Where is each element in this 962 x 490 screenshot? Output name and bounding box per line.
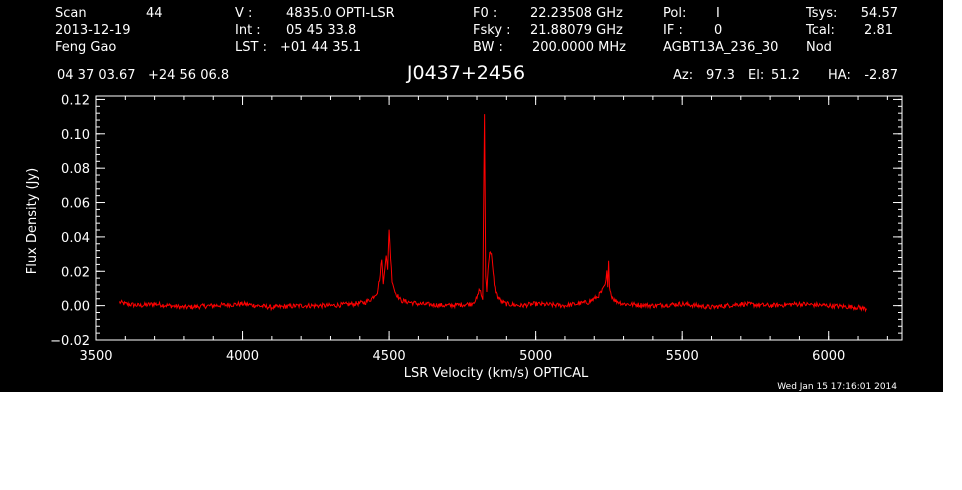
fsky-label: Fsky : — [473, 23, 511, 38]
y-tick-label: 0.10 — [61, 128, 90, 143]
el-label: El: — [748, 68, 764, 83]
observation-date: 2013-12-19 — [55, 23, 131, 38]
x-axis-tick-labels: 3500 4000 4500 5000 5500 6000 — [79, 349, 845, 364]
project-id: AGBT13A_236_30 — [663, 40, 778, 55]
y-axis-label: Flux Density (Jy) — [25, 168, 40, 274]
plot-frame — [95, 95, 903, 341]
ha-label: HA: — [828, 68, 851, 83]
az-value: 97.3 — [706, 68, 735, 83]
source-name: J0437+2456 — [406, 62, 525, 84]
y-tick-label: −0.02 — [50, 334, 90, 349]
f0-value: 22.23508 GHz — [530, 6, 623, 21]
bw-value: 200.0000 MHz — [532, 40, 626, 55]
tsys-label: Tsys: — [805, 6, 837, 21]
y-tick-label: 0.12 — [61, 93, 90, 108]
lst-value: +01 44 35.1 — [280, 40, 361, 55]
velocity-value: 4835.0 OPTI-LSR — [286, 6, 395, 21]
y-axis-ticks — [96, 98, 902, 341]
y-tick-label: 0.08 — [61, 162, 90, 177]
lst-label: LST : — [235, 40, 267, 55]
observer-name: Feng Gao — [55, 40, 116, 55]
tsys-value: 54.57 — [861, 6, 898, 21]
ha-value: -2.87 — [864, 68, 898, 83]
panel-background — [0, 0, 943, 392]
el-value: 51.2 — [771, 68, 800, 83]
if-label: IF : — [663, 23, 683, 38]
spectrum-series — [118, 114, 867, 313]
x-axis-ticks — [95, 96, 888, 340]
y-axis-tick-labels: −0.02 0.00 0.02 0.04 0.06 0.08 0.10 0.12 — [50, 93, 90, 349]
if-value: 0 — [714, 23, 722, 38]
tcal-value: 2.81 — [864, 23, 893, 38]
plot-timestamp: Wed Jan 15 17:16:01 2014 — [777, 382, 897, 392]
scan-label: Scan — [55, 6, 87, 21]
spectrum-panel: Scan 44 V : 4835.0 OPTI-LSR F0 : 22.2350… — [0, 0, 943, 392]
x-tick-label: 5500 — [666, 349, 699, 364]
velocity-label: V : — [235, 6, 252, 21]
y-tick-label: 0.06 — [61, 197, 90, 212]
y-tick-label: 0.00 — [61, 300, 90, 315]
source-coordinates: 04 37 03.67 +24 56 06.8 — [57, 68, 229, 83]
az-label: Az: — [673, 68, 693, 83]
int-value: 05 45 33.8 — [286, 23, 356, 38]
x-tick-label: 6000 — [812, 349, 845, 364]
f0-label: F0 : — [473, 6, 497, 21]
x-tick-label: 4500 — [373, 349, 406, 364]
bw-label: BW : — [473, 40, 503, 55]
x-tick-label: 3500 — [79, 349, 112, 364]
observing-mode: Nod — [806, 40, 832, 55]
y-tick-label: 0.02 — [61, 265, 90, 280]
spectrum-line-0 — [118, 114, 867, 313]
pol-label: Pol: — [663, 6, 686, 21]
x-tick-label: 4000 — [226, 349, 259, 364]
fsky-value: 21.88079 GHz — [530, 23, 623, 38]
pol-value: I — [716, 6, 720, 21]
x-tick-label: 5000 — [519, 349, 552, 364]
int-label: Int : — [235, 23, 261, 38]
x-axis-label: LSR Velocity (km/s) OPTICAL — [404, 366, 589, 381]
tcal-label: Tcal: — [805, 23, 835, 38]
scan-value: 44 — [146, 6, 163, 21]
y-tick-label: 0.04 — [61, 231, 90, 246]
